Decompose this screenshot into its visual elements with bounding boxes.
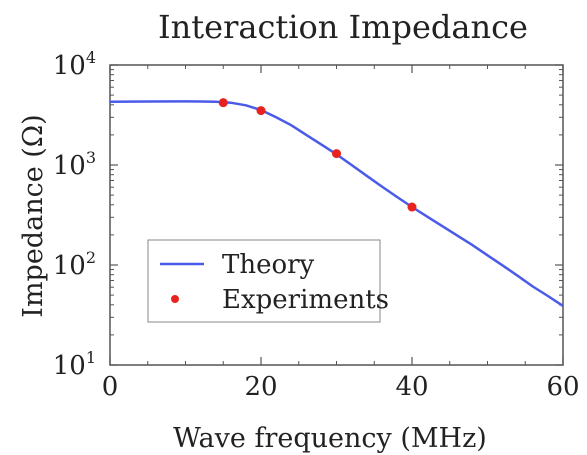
axis-ticks: 0 20 40 60 101 102 103 104	[53, 48, 580, 402]
legend-box	[147, 239, 381, 323]
experiment-point	[218, 98, 228, 108]
experiment-point	[332, 149, 341, 159]
plot-area: 0 20 40 60 101 102 103 104	[53, 48, 580, 402]
x-tick-label: 0	[102, 372, 119, 402]
x-tick-label: 40	[395, 372, 428, 402]
legend-experiments-label: Experiments	[222, 285, 389, 315]
legend-experiments-swatch	[171, 295, 179, 303]
legend: Theory Experiments	[147, 239, 389, 323]
y-tick-label: 104	[53, 48, 96, 81]
legend-theory-label: Theory	[222, 250, 315, 280]
x-tick-label: 60	[546, 372, 579, 402]
y-tick-label: 102	[53, 248, 96, 281]
y-tick-label: 103	[53, 148, 96, 181]
x-tick-label: 20	[244, 372, 277, 402]
y-axis-label: Impedance (Ω)	[18, 114, 49, 317]
series-points	[218, 98, 417, 212]
y-tick-label: 101	[53, 348, 96, 381]
experiment-point	[407, 202, 417, 212]
x-axis-label: Wave frequency (MHz)	[173, 423, 487, 454]
chart-title: Interaction Impedance	[158, 8, 528, 46]
experiment-point	[256, 106, 266, 116]
